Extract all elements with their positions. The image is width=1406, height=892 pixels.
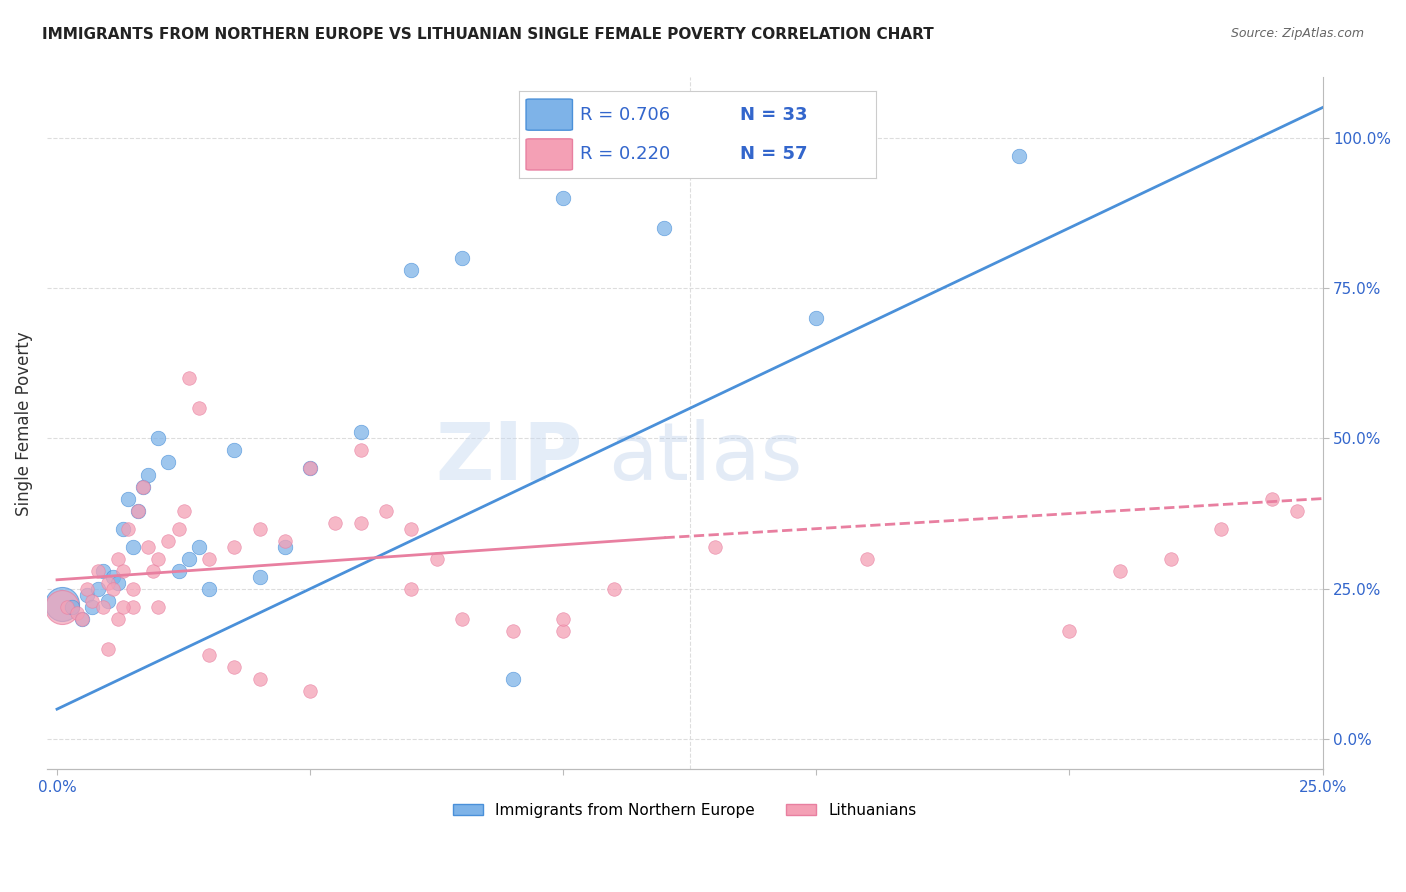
Point	[1160, 551, 1182, 566]
Text: ZIP: ZIP	[436, 419, 582, 497]
Point	[856, 551, 879, 566]
Point	[224, 443, 246, 458]
Point	[142, 564, 165, 578]
Point	[86, 582, 108, 596]
Point	[86, 564, 108, 578]
Text: Source: ZipAtlas.com: Source: ZipAtlas.com	[1230, 27, 1364, 40]
Point	[107, 612, 129, 626]
Point	[1008, 148, 1031, 162]
Point	[117, 491, 139, 506]
Point	[136, 540, 159, 554]
Point	[101, 582, 124, 596]
Point	[51, 599, 73, 614]
Point	[82, 594, 104, 608]
Point	[187, 540, 209, 554]
Point	[132, 479, 155, 493]
Point	[72, 612, 94, 626]
Point	[249, 522, 271, 536]
Point	[157, 455, 180, 469]
Point	[173, 503, 195, 517]
Point	[91, 564, 114, 578]
Point	[97, 594, 120, 608]
Point	[76, 582, 98, 596]
Point	[1261, 491, 1284, 506]
Point	[167, 564, 190, 578]
Point	[1059, 624, 1081, 638]
Point	[299, 461, 322, 475]
Point	[553, 612, 575, 626]
Point	[198, 582, 221, 596]
Point	[401, 263, 423, 277]
Point	[603, 582, 626, 596]
Point	[157, 533, 180, 548]
Point	[72, 612, 94, 626]
Point	[111, 522, 134, 536]
Point	[1211, 522, 1233, 536]
Point	[401, 522, 423, 536]
Point	[350, 516, 373, 530]
Point	[224, 660, 246, 674]
Point	[1286, 503, 1309, 517]
Point	[224, 540, 246, 554]
Point	[553, 191, 575, 205]
Point	[299, 461, 322, 475]
Point	[249, 672, 271, 686]
Point	[553, 624, 575, 638]
Point	[177, 551, 200, 566]
Point	[401, 582, 423, 596]
Point	[117, 522, 139, 536]
Point	[451, 251, 474, 265]
Text: atlas: atlas	[609, 419, 803, 497]
Point	[167, 522, 190, 536]
Point	[127, 503, 149, 517]
Point	[426, 551, 449, 566]
Point	[82, 599, 104, 614]
Point	[148, 431, 170, 445]
Point	[375, 503, 398, 517]
Point	[66, 606, 89, 620]
Point	[122, 582, 145, 596]
Point	[101, 570, 124, 584]
Point	[148, 551, 170, 566]
Point	[198, 551, 221, 566]
Point	[451, 612, 474, 626]
Point	[91, 599, 114, 614]
Point	[350, 443, 373, 458]
Point	[97, 575, 120, 590]
Point	[51, 597, 73, 611]
Point	[274, 533, 297, 548]
Text: IMMIGRANTS FROM NORTHERN EUROPE VS LITHUANIAN SINGLE FEMALE POVERTY CORRELATION : IMMIGRANTS FROM NORTHERN EUROPE VS LITHU…	[42, 27, 934, 42]
Point	[198, 648, 221, 662]
Point	[127, 503, 149, 517]
Point	[111, 564, 134, 578]
Point	[654, 220, 676, 235]
Point	[132, 479, 155, 493]
Point	[76, 588, 98, 602]
Point	[122, 599, 145, 614]
Point	[299, 684, 322, 698]
Point	[274, 540, 297, 554]
Legend: Immigrants from Northern Europe, Lithuanians: Immigrants from Northern Europe, Lithuan…	[447, 797, 922, 824]
Point	[111, 599, 134, 614]
Point	[122, 540, 145, 554]
Point	[136, 467, 159, 482]
Point	[107, 575, 129, 590]
Point	[704, 540, 727, 554]
Point	[249, 570, 271, 584]
Point	[350, 425, 373, 440]
Point	[187, 401, 209, 416]
Point	[148, 599, 170, 614]
Point	[502, 624, 524, 638]
Point	[60, 599, 83, 614]
Point	[56, 599, 79, 614]
Point	[1109, 564, 1132, 578]
Point	[325, 516, 347, 530]
Point	[177, 371, 200, 385]
Point	[97, 642, 120, 657]
Point	[806, 311, 828, 326]
Y-axis label: Single Female Poverty: Single Female Poverty	[15, 331, 32, 516]
Point	[107, 551, 129, 566]
Point	[502, 672, 524, 686]
